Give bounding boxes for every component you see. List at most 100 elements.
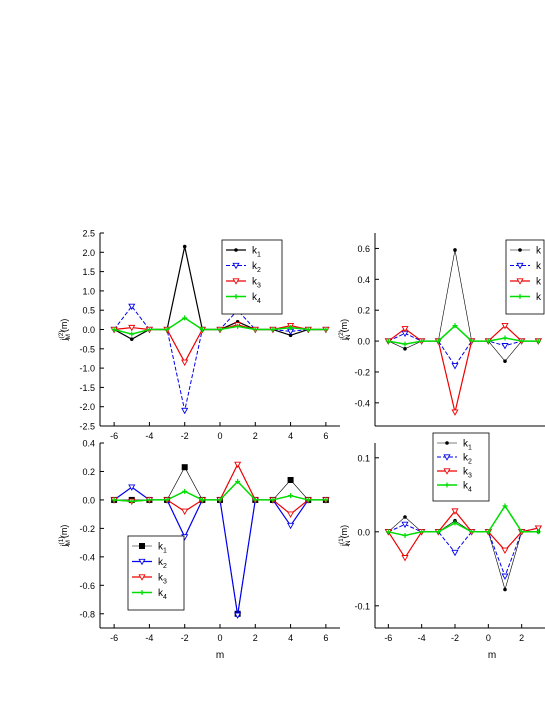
y-axis-label: j(1)M(m) <box>58 525 72 548</box>
data-point-k4 <box>385 338 391 344</box>
series-line-k1 <box>388 516 539 591</box>
data-point-k4 <box>502 335 508 341</box>
legend-marker-k1 <box>234 248 238 252</box>
data-point-k4 <box>469 529 475 535</box>
data-point-k3 <box>181 359 189 367</box>
data-point-k2 <box>501 343 509 350</box>
y-axis-label: j(1)N(m) <box>338 525 352 547</box>
y-tick-label: 1.5 <box>82 267 95 277</box>
y-tick-label: -2.5 <box>79 422 95 432</box>
legend-marker-k3 <box>443 468 451 475</box>
legend-label-k4: k4 <box>252 292 261 305</box>
x-tick-label: 6 <box>323 633 328 643</box>
x-tick-label: -2 <box>181 633 189 643</box>
data-point-k4 <box>323 497 329 503</box>
y-tick-label: 0.4 <box>357 275 370 285</box>
data-point-k4 <box>502 503 508 509</box>
data-point-k4 <box>323 327 329 332</box>
data-point-k3 <box>128 324 136 332</box>
y-tick-label: 1.0 <box>82 286 95 296</box>
y-tick-label: -0.5 <box>79 344 95 354</box>
series-line-k2 <box>388 332 539 367</box>
data-point-k4 <box>270 327 276 332</box>
series-line-k4 <box>388 504 539 537</box>
x-tick-label: 2 <box>519 633 524 643</box>
y-tick-label: 0.4 <box>82 439 95 449</box>
y-tick-label: 2.0 <box>82 248 95 258</box>
legend-label-k2: k <box>536 261 542 272</box>
series-line-k2 <box>388 523 539 578</box>
data-point-k4 <box>535 529 541 535</box>
series-line-k3 <box>387 324 539 413</box>
legend-label-k2: k2 <box>158 557 167 570</box>
data-point-k4 <box>288 493 294 499</box>
data-point-k4 <box>252 327 258 332</box>
y-tick-label: -0.8 <box>79 609 95 619</box>
series-group <box>384 248 542 416</box>
x-tick-label: -4 <box>418 633 426 643</box>
data-point-k2 <box>451 549 459 557</box>
x-tick-label: 4 <box>288 431 293 441</box>
y-tick-label: -0.2 <box>354 367 370 377</box>
legend-label-k1: k <box>536 246 542 257</box>
data-point-k4 <box>305 497 311 503</box>
legend-label-k2: k2 <box>252 261 261 274</box>
data-point-k3 <box>234 461 242 469</box>
data-point-k1 <box>503 359 507 363</box>
series-line-k3 <box>387 510 539 559</box>
legend-marker-k4 <box>517 294 523 299</box>
series-group <box>110 461 330 619</box>
x-axis-label: m <box>216 650 224 661</box>
series-group <box>110 244 330 415</box>
y-tick-label: 0.2 <box>82 467 95 477</box>
legend-box <box>221 239 283 315</box>
y-tick-label: -1.5 <box>79 383 95 393</box>
x-axis-label: m <box>488 650 496 661</box>
legend-label-k4: k4 <box>463 481 472 494</box>
data-point-k4 <box>217 497 223 503</box>
data-point-k4 <box>235 323 241 329</box>
legend-label-k4: k <box>536 292 542 303</box>
y-tick-label: -1.0 <box>79 364 95 374</box>
data-point-k4 <box>288 325 294 331</box>
data-point-k4 <box>485 338 491 344</box>
legend-label-k3: k <box>536 277 542 288</box>
legend-marker-k2 <box>443 454 451 461</box>
data-point-k2 <box>501 573 509 580</box>
x-tick-label: 0 <box>217 431 222 441</box>
data-point-k2 <box>181 407 189 415</box>
legend-label-k4: k4 <box>158 588 167 601</box>
data-point-k4 <box>270 497 276 503</box>
data-point-k4 <box>235 478 241 484</box>
data-point-k4 <box>129 331 135 337</box>
legend-marker-k4 <box>139 590 145 595</box>
data-point-k4 <box>535 338 541 344</box>
legend: k1 k2 k3 k4 <box>221 239 283 315</box>
data-point-k1 <box>403 347 407 351</box>
data-point-k4 <box>452 520 458 526</box>
panel-top-left: -2.5 -2.0 -1.5 -1.0 -0.5 0.0 0.5 1.0 1.5 2.0 2.5 -6… <box>58 229 340 441</box>
legend-marker-k3 <box>138 574 146 581</box>
legend-label-k1: k1 <box>252 246 261 259</box>
x-tick-label: -6 <box>384 633 392 643</box>
data-point-k1 <box>182 244 187 249</box>
data-point-k3 <box>451 508 459 515</box>
y-tick-label: 0.0 <box>82 325 95 335</box>
data-point-k2 <box>451 363 459 370</box>
legend-marker-k2 <box>138 558 146 566</box>
data-point-k4 <box>305 327 311 332</box>
panel-bottom-left: -0.8 -0.6 -0.4 -0.2 0.0 0.2 0.4 -6 -4 -2 0 2 4 6 m j(1)… <box>58 439 340 661</box>
x-tick-label: -6 <box>110 431 118 441</box>
x-tick-label: 4 <box>288 633 293 643</box>
data-point-k4 <box>485 529 491 535</box>
x-tick-label: 6 <box>323 431 328 441</box>
data-point-k4 <box>164 327 170 332</box>
data-point-k1 <box>503 587 507 592</box>
data-point-k3 <box>181 508 189 516</box>
x-tick-label: 2 <box>253 633 258 643</box>
data-point-k2 <box>128 484 136 491</box>
data-point-k4 <box>146 497 152 503</box>
data-point-k4 <box>199 497 205 503</box>
